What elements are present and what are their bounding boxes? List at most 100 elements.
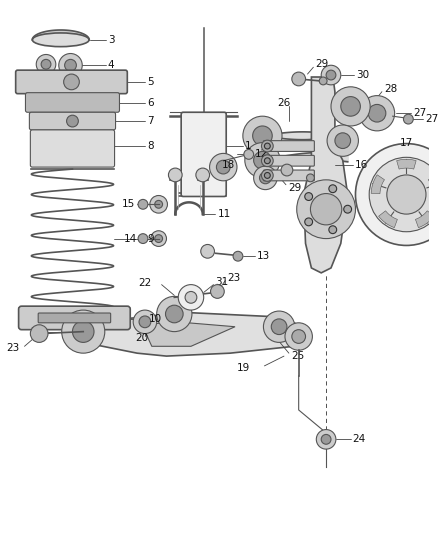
Circle shape xyxy=(329,185,337,192)
Circle shape xyxy=(67,115,78,127)
Text: 26: 26 xyxy=(277,99,291,108)
Circle shape xyxy=(138,199,148,209)
Circle shape xyxy=(311,193,342,225)
Polygon shape xyxy=(142,322,235,346)
Circle shape xyxy=(196,168,209,182)
Circle shape xyxy=(41,59,51,69)
Circle shape xyxy=(254,166,277,190)
Text: 1: 1 xyxy=(245,141,251,150)
Text: 18: 18 xyxy=(222,160,235,170)
Text: 21: 21 xyxy=(30,327,43,337)
FancyBboxPatch shape xyxy=(263,155,314,166)
Circle shape xyxy=(335,133,350,149)
Polygon shape xyxy=(397,159,416,169)
Polygon shape xyxy=(415,211,434,228)
FancyBboxPatch shape xyxy=(181,112,226,197)
Text: 7: 7 xyxy=(147,116,153,126)
Polygon shape xyxy=(76,312,304,356)
Circle shape xyxy=(297,180,356,239)
Circle shape xyxy=(356,143,438,245)
Circle shape xyxy=(292,330,306,343)
Circle shape xyxy=(209,154,237,181)
Circle shape xyxy=(368,104,386,122)
Text: 10: 10 xyxy=(149,314,162,324)
Circle shape xyxy=(62,310,105,353)
Circle shape xyxy=(321,65,341,85)
Circle shape xyxy=(150,196,167,213)
Circle shape xyxy=(72,321,94,342)
Circle shape xyxy=(138,233,148,244)
Text: 28: 28 xyxy=(384,84,397,94)
Circle shape xyxy=(201,245,215,258)
FancyBboxPatch shape xyxy=(38,313,111,323)
Circle shape xyxy=(305,218,313,226)
Circle shape xyxy=(307,174,314,182)
Circle shape xyxy=(331,87,370,126)
Circle shape xyxy=(281,164,293,176)
FancyBboxPatch shape xyxy=(263,170,314,181)
Polygon shape xyxy=(371,175,385,193)
Circle shape xyxy=(292,72,306,86)
Text: 17: 17 xyxy=(400,138,413,148)
Text: 29: 29 xyxy=(288,183,301,192)
Circle shape xyxy=(253,126,272,146)
Circle shape xyxy=(271,319,287,335)
Circle shape xyxy=(178,285,204,310)
Circle shape xyxy=(185,292,197,303)
Polygon shape xyxy=(378,211,397,228)
Circle shape xyxy=(155,200,162,208)
Text: 9: 9 xyxy=(147,233,153,244)
Circle shape xyxy=(259,172,271,184)
Circle shape xyxy=(243,116,282,155)
Circle shape xyxy=(369,157,438,232)
Circle shape xyxy=(30,325,48,342)
Circle shape xyxy=(319,77,327,85)
Polygon shape xyxy=(304,77,348,273)
Circle shape xyxy=(245,143,280,178)
Circle shape xyxy=(216,160,230,174)
Circle shape xyxy=(139,316,151,328)
Circle shape xyxy=(403,114,413,124)
FancyBboxPatch shape xyxy=(263,141,314,151)
Text: 19: 19 xyxy=(237,363,250,373)
Circle shape xyxy=(133,310,157,334)
Circle shape xyxy=(166,305,183,323)
FancyBboxPatch shape xyxy=(25,93,120,112)
Circle shape xyxy=(265,143,270,149)
Circle shape xyxy=(321,434,331,444)
Text: 23: 23 xyxy=(6,343,20,353)
FancyBboxPatch shape xyxy=(18,306,130,330)
Circle shape xyxy=(169,168,182,182)
Circle shape xyxy=(211,285,224,298)
Text: 30: 30 xyxy=(357,70,370,80)
Circle shape xyxy=(265,158,270,164)
Text: 27: 27 xyxy=(413,108,427,118)
Text: 29: 29 xyxy=(315,59,328,69)
Circle shape xyxy=(65,59,76,71)
Circle shape xyxy=(157,296,192,332)
Text: 12: 12 xyxy=(254,149,268,159)
Text: 23: 23 xyxy=(227,273,240,283)
Text: 20: 20 xyxy=(135,334,148,343)
Text: 14: 14 xyxy=(124,233,137,244)
Circle shape xyxy=(64,74,79,90)
Circle shape xyxy=(327,125,358,156)
Text: 11: 11 xyxy=(217,209,231,219)
Circle shape xyxy=(329,226,337,233)
FancyBboxPatch shape xyxy=(16,70,127,94)
Text: 16: 16 xyxy=(354,160,368,170)
Circle shape xyxy=(265,173,270,179)
Text: 15: 15 xyxy=(122,199,135,209)
FancyBboxPatch shape xyxy=(29,112,116,130)
Circle shape xyxy=(316,430,336,449)
Circle shape xyxy=(261,169,273,181)
Text: 25: 25 xyxy=(291,351,304,361)
Text: 3: 3 xyxy=(108,35,114,45)
Circle shape xyxy=(305,192,313,200)
Circle shape xyxy=(261,140,273,152)
Text: 4: 4 xyxy=(108,60,114,70)
Text: 8: 8 xyxy=(147,141,153,150)
Text: 22: 22 xyxy=(138,278,152,288)
Text: 27: 27 xyxy=(425,114,438,124)
Circle shape xyxy=(36,54,56,74)
